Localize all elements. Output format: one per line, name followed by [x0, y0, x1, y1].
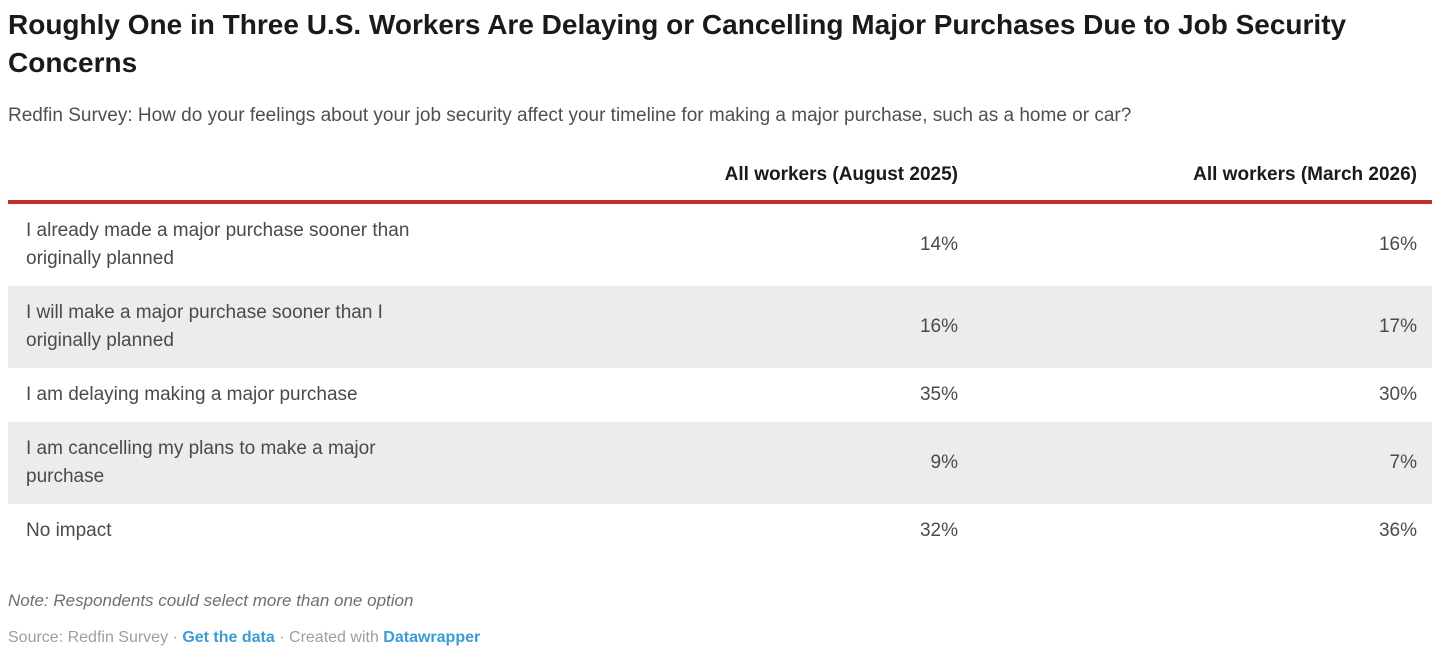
header-row: All workers (August 2025) All workers (M… — [8, 164, 1432, 204]
value-march-2026: 7% — [1389, 452, 1417, 473]
created-with-text: Created with — [289, 629, 379, 646]
row-label: No impact — [26, 520, 112, 541]
value-august-2025: 14% — [919, 234, 958, 255]
table-row: I am delaying making a major purchase 35… — [8, 368, 1432, 422]
value-march-2026: 30% — [1378, 384, 1417, 405]
page-title: Roughly One in Three U.S. Workers Are De… — [8, 9, 1347, 78]
survey-table: All workers (August 2025) All workers (M… — [8, 164, 1432, 558]
separator-dot: · — [172, 629, 178, 646]
source-prefix: Source: Redfin Survey — [8, 629, 169, 646]
row-label: I already made a major purchase sooner t… — [26, 220, 410, 269]
row-label: I am delaying making a major purchase — [26, 384, 358, 405]
empty-corner-header — [8, 164, 466, 204]
page-subtitle: Redfin Survey: How do your feelings abou… — [8, 105, 1132, 126]
value-march-2026: 36% — [1378, 520, 1417, 541]
table-row: I already made a major purchase sooner t… — [8, 202, 1432, 286]
footer-note: Note: Respondents could select more than… — [8, 591, 414, 610]
value-march-2026: 17% — [1378, 316, 1417, 337]
value-march-2026: 16% — [1378, 234, 1417, 255]
col-header-august-2025: All workers (August 2025) — [466, 164, 968, 204]
table-row: I am cancelling my plans to make a major… — [8, 422, 1432, 504]
value-august-2025: 35% — [919, 384, 958, 405]
table-row: I will make a major purchase sooner than… — [8, 286, 1432, 368]
value-august-2025: 32% — [919, 520, 958, 541]
table-row: No impact 32% 36% — [8, 504, 1432, 558]
value-august-2025: 16% — [919, 316, 958, 337]
get-the-data-link[interactable]: Get the data — [182, 629, 275, 646]
row-label: I will make a major purchase sooner than… — [26, 302, 383, 351]
datawrapper-link[interactable]: Datawrapper — [383, 629, 481, 646]
separator-dot: · — [279, 629, 285, 646]
source-line: Source: Redfin Survey · Get the data · C… — [8, 628, 1432, 648]
value-august-2025: 9% — [930, 452, 958, 473]
row-label: I am cancelling my plans to make a major… — [26, 438, 376, 487]
col-header-march-2026: All workers (March 2026) — [968, 164, 1432, 204]
